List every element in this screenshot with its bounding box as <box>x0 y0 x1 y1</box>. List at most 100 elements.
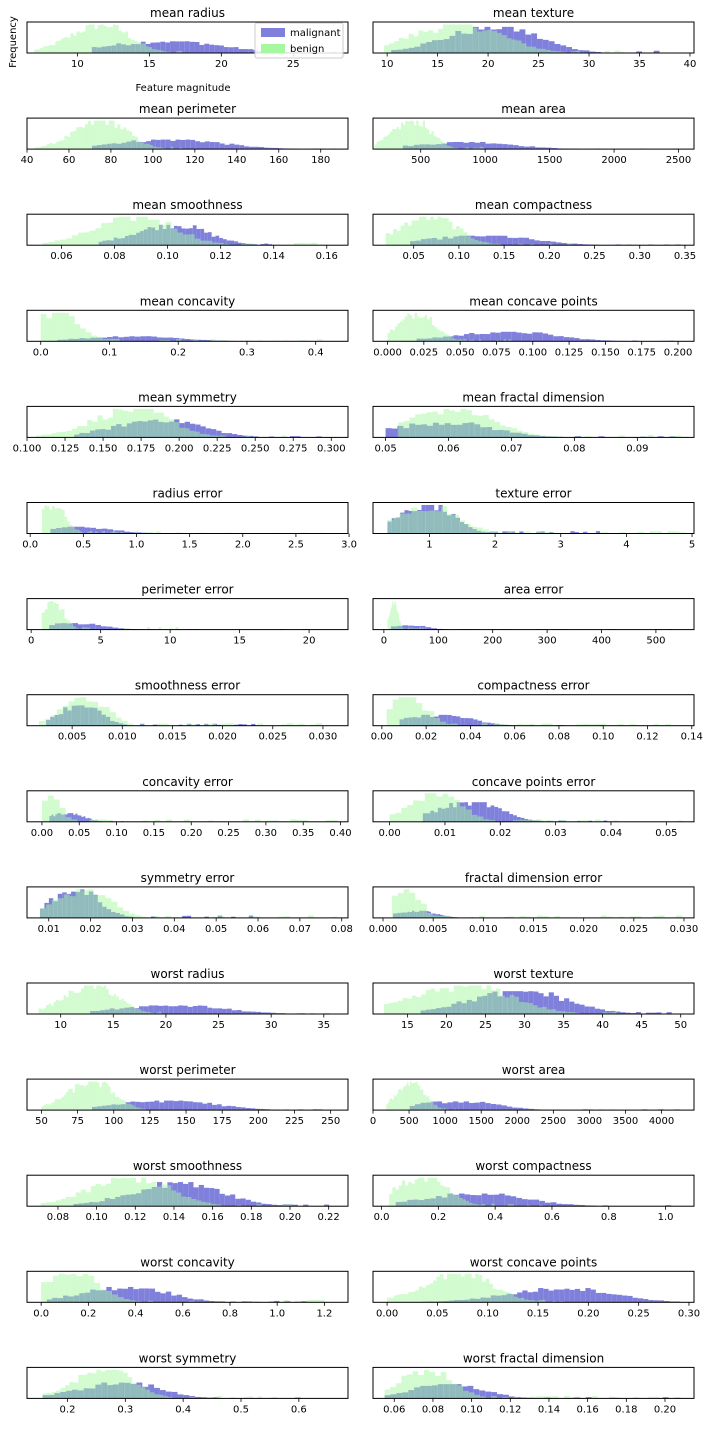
bar-benign <box>307 915 314 918</box>
subplot-title: radius error <box>153 487 223 501</box>
bar-benign <box>552 1300 557 1303</box>
bar-benign <box>153 915 159 918</box>
bar-benign <box>404 222 408 246</box>
bar-malignant <box>164 1100 169 1111</box>
bar-malignant <box>295 436 301 438</box>
bar-benign <box>481 723 488 726</box>
bar-benign <box>290 819 297 822</box>
bar-benign <box>421 627 423 630</box>
bar-benign <box>396 231 401 246</box>
bar-benign <box>257 723 264 726</box>
bar-malignant <box>556 242 562 246</box>
bar-malignant <box>188 1182 194 1207</box>
bar-benign <box>87 1372 92 1399</box>
bar-benign <box>390 1387 396 1399</box>
bar-benign <box>429 1099 431 1111</box>
bar-benign <box>519 916 526 918</box>
bar-malignant <box>539 1200 545 1207</box>
bar-benign <box>55 41 59 53</box>
x-tick-label: 0.010 <box>108 732 137 743</box>
bar-benign <box>437 414 444 438</box>
x-tick-label: 0.200 <box>664 347 693 358</box>
x-tick-label: 0.14 <box>163 1212 185 1223</box>
bar-benign <box>517 723 523 726</box>
bar-malignant <box>226 1008 232 1014</box>
bar-benign <box>126 1002 129 1014</box>
bar-benign <box>478 1274 483 1303</box>
bar-benign <box>94 29 98 53</box>
bar-benign <box>221 340 227 342</box>
bar-malignant <box>527 1199 534 1207</box>
bar-benign <box>667 531 674 534</box>
bar-malignant <box>117 1288 123 1303</box>
axes-frame <box>372 21 695 54</box>
bar-benign <box>41 1106 44 1111</box>
bar-benign <box>152 49 156 53</box>
bar-benign <box>331 820 338 822</box>
bar-benign <box>575 51 581 53</box>
bar-benign <box>66 430 72 438</box>
x-tick-label: 1.5 <box>182 540 198 551</box>
bar-malignant <box>226 1105 232 1111</box>
bar-benign <box>392 1187 396 1207</box>
x-tick-label: 0.12 <box>499 1404 521 1415</box>
bar-benign <box>209 339 216 342</box>
bar-benign <box>524 1299 528 1303</box>
bar-malignant <box>451 715 456 726</box>
bar-benign <box>105 898 112 918</box>
bar-malignant <box>274 1300 280 1303</box>
bar-benign <box>126 1103 129 1111</box>
x-tick-label: 2.5 <box>288 540 304 551</box>
bar-malignant <box>496 1104 502 1111</box>
bar-benign <box>509 994 515 1014</box>
bar-benign <box>438 1107 440 1111</box>
bar-malignant <box>230 240 235 246</box>
bar-benign <box>64 1274 71 1303</box>
bar-benign <box>426 1096 428 1111</box>
bar-benign <box>82 127 86 150</box>
bar-benign <box>72 526 75 534</box>
bar-benign <box>103 1081 107 1111</box>
bar-malignant <box>112 627 119 630</box>
bar-benign <box>440 140 443 150</box>
bar-malignant <box>561 243 567 246</box>
bar-malignant <box>153 1005 159 1014</box>
bar-benign <box>412 1371 419 1399</box>
x-tick-label: 100 <box>104 1116 123 1127</box>
bar-malignant <box>95 624 102 630</box>
bar-benign <box>407 313 410 342</box>
bar-benign <box>93 120 97 150</box>
bar-benign <box>402 997 408 1014</box>
x-ticks: 10 15 20 25 30 35 <box>54 1014 330 1031</box>
subplot-title: mean radius <box>150 6 225 20</box>
bar-benign <box>648 1396 654 1399</box>
subplot-title: compactness error <box>477 679 589 693</box>
bar-benign <box>60 239 67 246</box>
bar-benign <box>67 521 70 534</box>
bar-benign <box>435 1375 441 1399</box>
bar-benign <box>468 1273 472 1303</box>
bar-benign <box>77 426 83 438</box>
bar-benign <box>507 1204 511 1207</box>
bar-benign <box>57 898 64 918</box>
bar-malignant <box>524 146 530 150</box>
bar-malignant <box>550 241 557 246</box>
benign-bars <box>41 505 161 534</box>
bar-benign <box>236 1204 242 1207</box>
bar-benign <box>569 1397 576 1399</box>
bar-benign <box>573 436 580 438</box>
benign-bars <box>40 312 323 342</box>
bar-malignant <box>458 1102 464 1111</box>
bar-malignant <box>200 228 205 246</box>
axes-frame <box>372 1078 695 1111</box>
subplot-title: mean compactness <box>475 198 592 212</box>
bar-benign <box>42 1393 48 1399</box>
bar-benign <box>385 233 390 246</box>
bar-malignant <box>474 142 481 150</box>
bar-benign <box>121 32 125 53</box>
bar-malignant <box>236 1010 242 1014</box>
benign-bars <box>40 1177 292 1207</box>
bar-malignant <box>548 992 554 1014</box>
bar-benign <box>658 915 665 918</box>
